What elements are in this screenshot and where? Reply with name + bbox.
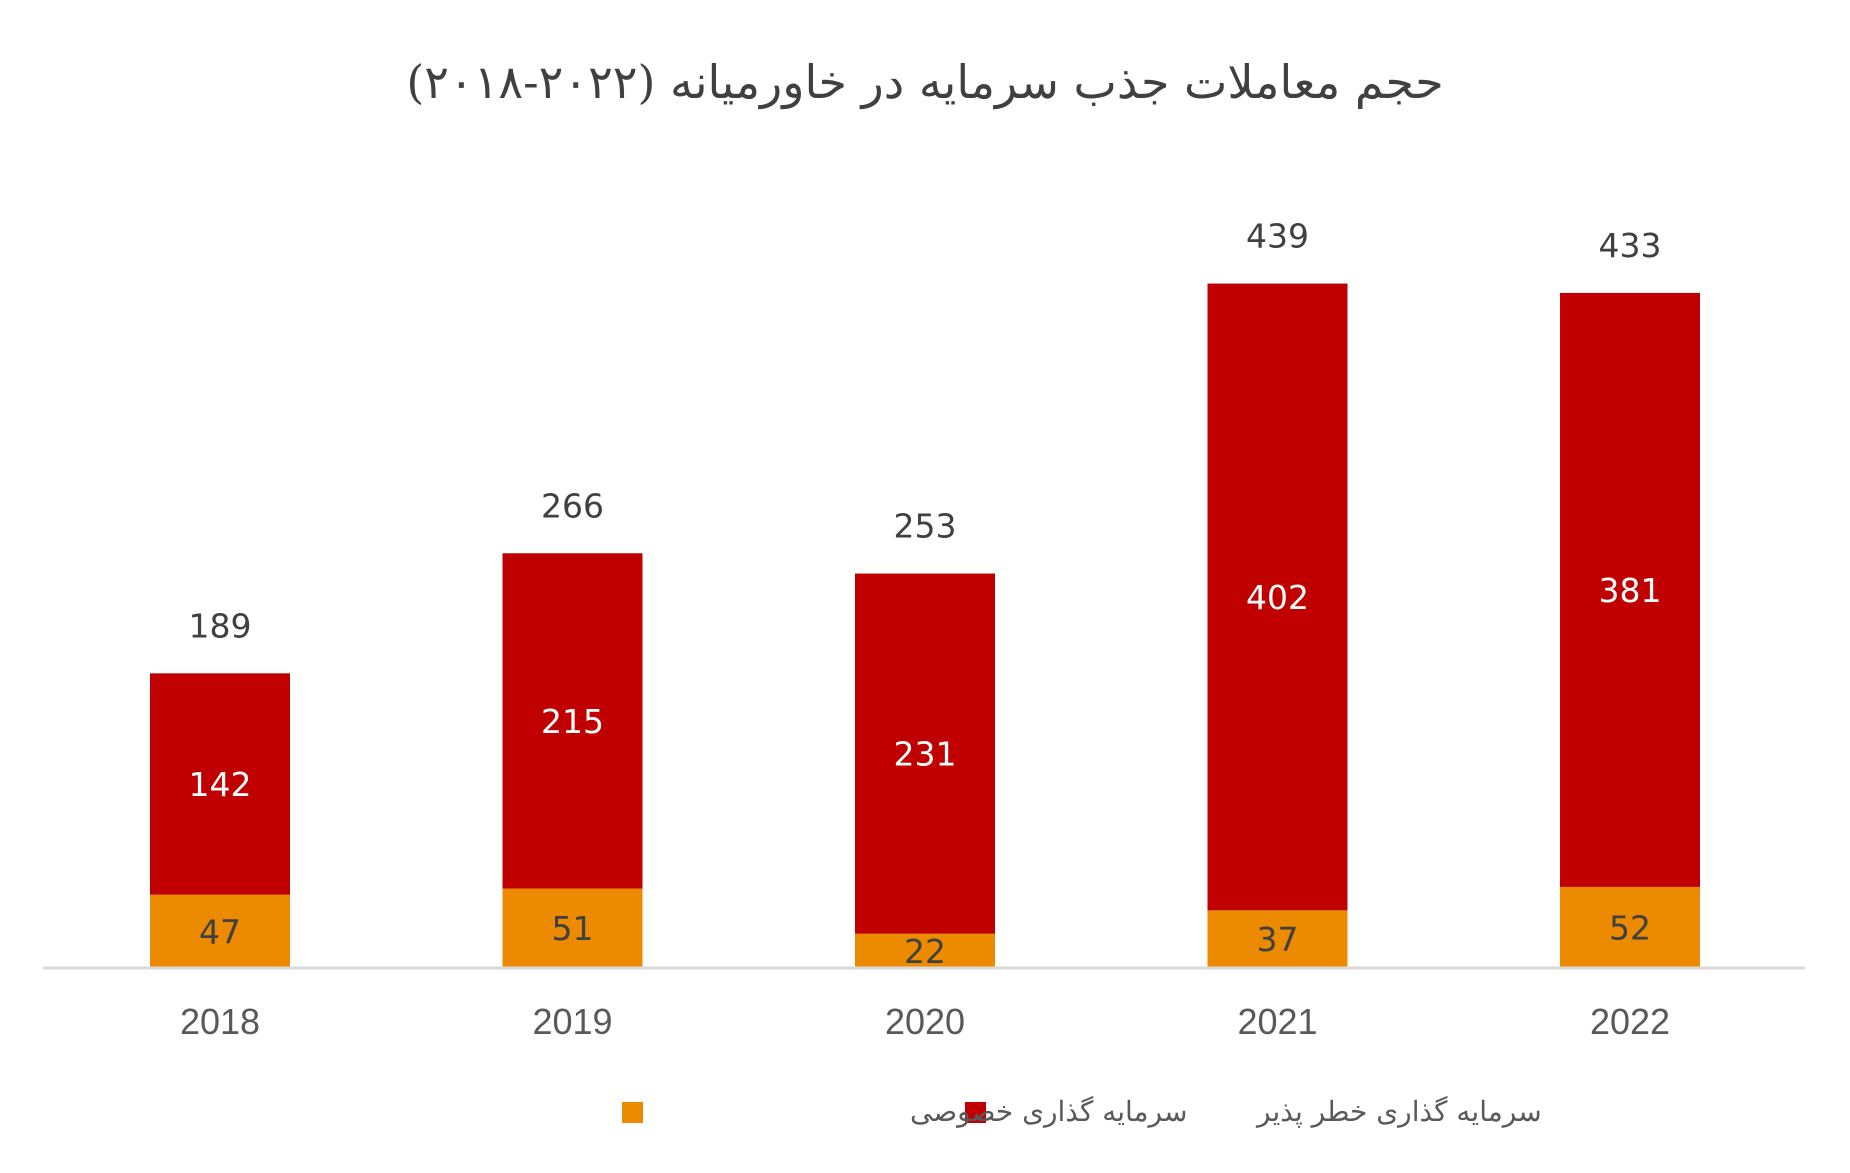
total-label-2021: 439 <box>1246 217 1309 256</box>
bar-private-2022 <box>1560 886 1700 968</box>
x-tick-label-2019: 2019 <box>532 1001 612 1042</box>
legend-label-private: سرمایه گذاری خصوصی <box>910 1095 1187 1128</box>
x-tick-label-2022: 2022 <box>1590 1001 1670 1042</box>
legend-label-venture: سرمایه گذاری خطر پذیر <box>1255 1095 1542 1128</box>
bar-venture-2018 <box>150 673 290 895</box>
bar-private-2018 <box>150 894 290 968</box>
data-label-venture-2020: 231 <box>894 735 957 774</box>
bar-private-2021 <box>1207 910 1348 968</box>
data-label-venture-2018: 142 <box>189 765 252 804</box>
x-tick-label-2021: 2021 <box>1237 1001 1317 1042</box>
bars-layer: 47 142 189 51 215 266 22 231 253 37 402 439 52 381 433 <box>150 217 1700 971</box>
data-label-private-2019: 51 <box>552 909 594 948</box>
data-label-private-2022: 52 <box>1609 908 1651 947</box>
x-axis-ticks: 2018 2019 2020 2021 2022 <box>180 1001 1670 1042</box>
chart-title: حجم معاملات جذب سرمایه در خاورمیانه (۲۰۲… <box>406 55 1443 110</box>
legend: سرمایه گذاری خطر پذیر سرمایه گذاری خصوصی <box>622 1095 1542 1128</box>
x-tick-label-2018: 2018 <box>180 1001 260 1042</box>
data-label-venture-2021: 402 <box>1246 578 1309 617</box>
bar-private-2020 <box>855 933 995 968</box>
total-label-2019: 266 <box>541 486 604 525</box>
x-tick-label-2020: 2020 <box>885 1001 965 1042</box>
total-label-2020: 253 <box>894 507 957 546</box>
data-label-venture-2019: 215 <box>541 702 604 741</box>
bar-venture-2020 <box>855 573 995 934</box>
data-label-private-2018: 47 <box>199 912 241 951</box>
legend-swatch-venture <box>965 1102 986 1123</box>
total-label-2022: 433 <box>1599 226 1662 265</box>
legend-swatch-private <box>622 1102 643 1123</box>
bar-venture-2019 <box>502 553 643 889</box>
data-label-venture-2022: 381 <box>1599 571 1662 610</box>
bar-venture-2021 <box>1207 283 1348 911</box>
data-label-private-2020: 22 <box>904 932 946 971</box>
data-label-private-2021: 37 <box>1257 920 1299 959</box>
bar-private-2019 <box>502 888 643 968</box>
bar-venture-2022 <box>1560 292 1700 887</box>
total-label-2018: 189 <box>189 606 252 645</box>
